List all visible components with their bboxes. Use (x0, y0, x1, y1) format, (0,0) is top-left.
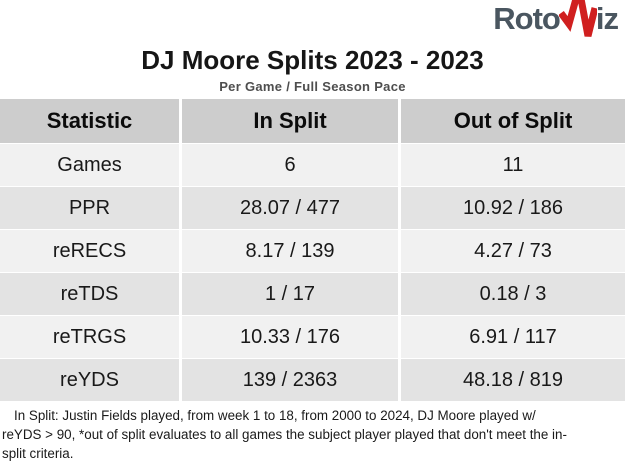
row-rerecs-statistic: reRECS (0, 230, 179, 272)
column-header-out-of-split: Out of Split (401, 99, 625, 143)
row-ppr-in-split: 28.07 / 477 (182, 187, 398, 229)
splits-table: Statistic In Split Out of Split Games 6 … (0, 99, 625, 401)
page-subtitle: Per Game / Full Season Pace (219, 79, 406, 94)
column-header-statistic: Statistic (0, 99, 179, 143)
row-retds-statistic: reTDS (0, 273, 179, 315)
row-games-out-of-split: 11 (401, 144, 625, 186)
logo-text-iz: iz (595, 1, 619, 36)
row-retrgs-out-of-split: 6.91 / 117 (401, 316, 625, 358)
logo-heartbeat-v-icon (558, 0, 597, 37)
row-retds-out-of-split: 0.18 / 3 (401, 273, 625, 315)
rotoviz-logo: Roto iz (493, 0, 619, 38)
split-criteria-footnote: In Split: Justin Fields played, from wee… (2, 408, 567, 461)
row-games-in-split: 6 (182, 144, 398, 186)
row-retrgs-statistic: reTRGS (0, 316, 179, 358)
row-rerecs-out-of-split: 4.27 / 73 (401, 230, 625, 272)
row-games-statistic: Games (0, 144, 179, 186)
row-retrgs-in-split: 10.33 / 176 (182, 316, 398, 358)
column-header-in-split: In Split (182, 99, 398, 143)
page-title: DJ Moore Splits 2023 - 2023 (141, 45, 484, 75)
row-reyds-in-split: 139 / 2363 (182, 359, 398, 401)
row-retds-in-split: 1 / 17 (182, 273, 398, 315)
row-rerecs-in-split: 8.17 / 139 (182, 230, 398, 272)
row-reyds-statistic: reYDS (0, 359, 179, 401)
logo-text-roto: Roto (493, 1, 561, 36)
row-reyds-out-of-split: 48.18 / 819 (401, 359, 625, 401)
row-ppr-out-of-split: 10.92 / 186 (401, 187, 625, 229)
row-ppr-statistic: PPR (0, 187, 179, 229)
